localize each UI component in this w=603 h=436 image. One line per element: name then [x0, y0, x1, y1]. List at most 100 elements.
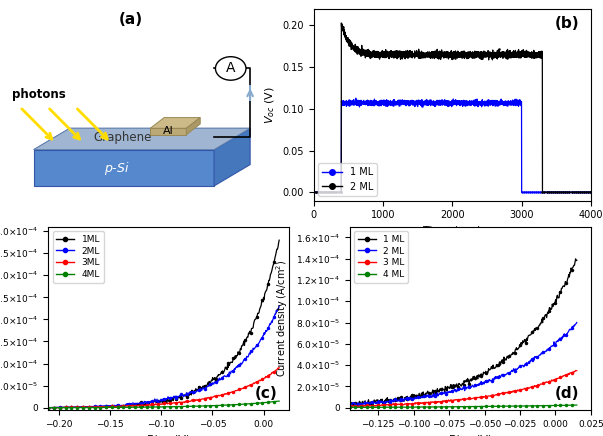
- 3ML: [136, 403, 144, 408]
- 2ML: [212, 380, 219, 385]
- Polygon shape: [150, 118, 200, 128]
- 2 ML: [353, 403, 360, 408]
- 2ML: [120, 403, 127, 409]
- 2 ML: [346, 402, 353, 407]
- 1ML: [190, 389, 197, 395]
- 2 ML: [573, 320, 580, 325]
- 4ML: [45, 405, 52, 410]
- Line: 3ML: 3ML: [47, 367, 280, 409]
- 4 ML: [346, 405, 353, 410]
- 1ML: [45, 405, 52, 410]
- 4 ML: [512, 403, 519, 409]
- 3ML: [276, 365, 283, 370]
- Line: 4 ML: 4 ML: [349, 404, 578, 409]
- Text: Graphene: Graphene: [93, 131, 152, 144]
- Line: 2ML: 2ML: [47, 305, 280, 409]
- 4 ML: [347, 405, 354, 410]
- 3ML: [120, 404, 127, 409]
- 1ML: [276, 238, 283, 243]
- 2 ML: [374, 400, 381, 405]
- 4ML: [120, 405, 127, 410]
- 1 ML: [573, 258, 580, 263]
- Polygon shape: [150, 128, 186, 135]
- 1 ML: [374, 397, 381, 402]
- 3ML: [212, 394, 219, 399]
- 1 ML: [572, 256, 579, 262]
- Text: Al: Al: [163, 126, 174, 136]
- 3 ML: [346, 403, 353, 409]
- 3ML: [45, 405, 52, 410]
- Legend: 1ML, 2ML, 3ML, 4ML: 1ML, 2ML, 3ML, 4ML: [52, 231, 104, 283]
- Line: 4ML: 4ML: [47, 400, 280, 409]
- 1 ML: [490, 362, 497, 368]
- 4ML: [276, 399, 283, 404]
- X-axis label: Bias (V): Bias (V): [147, 434, 191, 436]
- Text: photons: photons: [11, 89, 65, 101]
- 4ML: [212, 403, 219, 408]
- Text: (a): (a): [119, 12, 143, 27]
- 4 ML: [490, 404, 497, 409]
- Legend: 1 ML, 2 ML, 3 ML, 4 ML: 1 ML, 2 ML, 3 ML, 4 ML: [354, 231, 408, 283]
- Legend: 1 ML, 2 ML: 1 ML, 2 ML: [318, 163, 377, 196]
- 4 ML: [374, 405, 381, 410]
- 2ML: [211, 379, 218, 385]
- 4 ML: [511, 403, 518, 409]
- Text: (b): (b): [555, 17, 580, 31]
- 1ML: [211, 375, 218, 380]
- Polygon shape: [214, 128, 250, 186]
- 1 ML: [437, 387, 444, 392]
- 3 ML: [511, 388, 518, 393]
- 3 ML: [572, 368, 579, 373]
- Text: A: A: [226, 61, 235, 75]
- Line: 3 ML: 3 ML: [349, 369, 578, 408]
- 1ML: [212, 376, 219, 382]
- Text: (d): (d): [554, 386, 579, 401]
- 2 ML: [437, 391, 444, 396]
- 4 ML: [573, 402, 580, 408]
- 3 ML: [349, 404, 356, 409]
- 2 ML: [490, 377, 497, 382]
- 3 ML: [573, 368, 580, 373]
- Polygon shape: [34, 128, 250, 150]
- Y-axis label: Current density (A/cm$^2$): Current density (A/cm$^2$): [274, 260, 290, 377]
- Circle shape: [215, 57, 246, 80]
- X-axis label: Time (sec): Time (sec): [423, 226, 481, 236]
- 1 ML: [358, 405, 365, 410]
- 1ML: [72, 405, 80, 410]
- 2ML: [190, 389, 197, 394]
- 4ML: [190, 404, 197, 409]
- 2ML: [45, 405, 52, 410]
- 2ML: [136, 401, 144, 406]
- 3 ML: [421, 400, 428, 405]
- 1 ML: [421, 394, 428, 399]
- 3 ML: [374, 402, 381, 407]
- 1 ML: [346, 400, 353, 405]
- 3 ML: [512, 388, 519, 394]
- Polygon shape: [34, 150, 214, 186]
- Line: 2 ML: 2 ML: [349, 321, 578, 406]
- Text: $p$-Si: $p$-Si: [104, 160, 130, 177]
- 4ML: [211, 403, 218, 408]
- X-axis label: Bias (V): Bias (V): [449, 434, 492, 436]
- 1 ML: [512, 347, 519, 352]
- Line: 1ML: 1ML: [47, 239, 280, 409]
- Line: 1 ML: 1 ML: [349, 258, 578, 409]
- 4 ML: [572, 402, 579, 408]
- 2 ML: [421, 395, 428, 400]
- 2ML: [72, 405, 80, 410]
- Polygon shape: [186, 118, 200, 135]
- 2 ML: [512, 366, 519, 371]
- Y-axis label: $V_{oc}$ (V): $V_{oc}$ (V): [263, 86, 277, 123]
- 4 ML: [437, 404, 444, 409]
- 3ML: [72, 405, 80, 410]
- Text: (c): (c): [254, 386, 277, 401]
- Polygon shape: [34, 128, 250, 150]
- 1ML: [120, 403, 127, 408]
- 4 ML: [421, 405, 428, 410]
- 3 ML: [437, 399, 444, 404]
- 4ML: [136, 405, 144, 410]
- 3ML: [211, 394, 218, 399]
- 4ML: [72, 405, 80, 410]
- 1ML: [136, 400, 144, 405]
- 3ML: [190, 398, 197, 403]
